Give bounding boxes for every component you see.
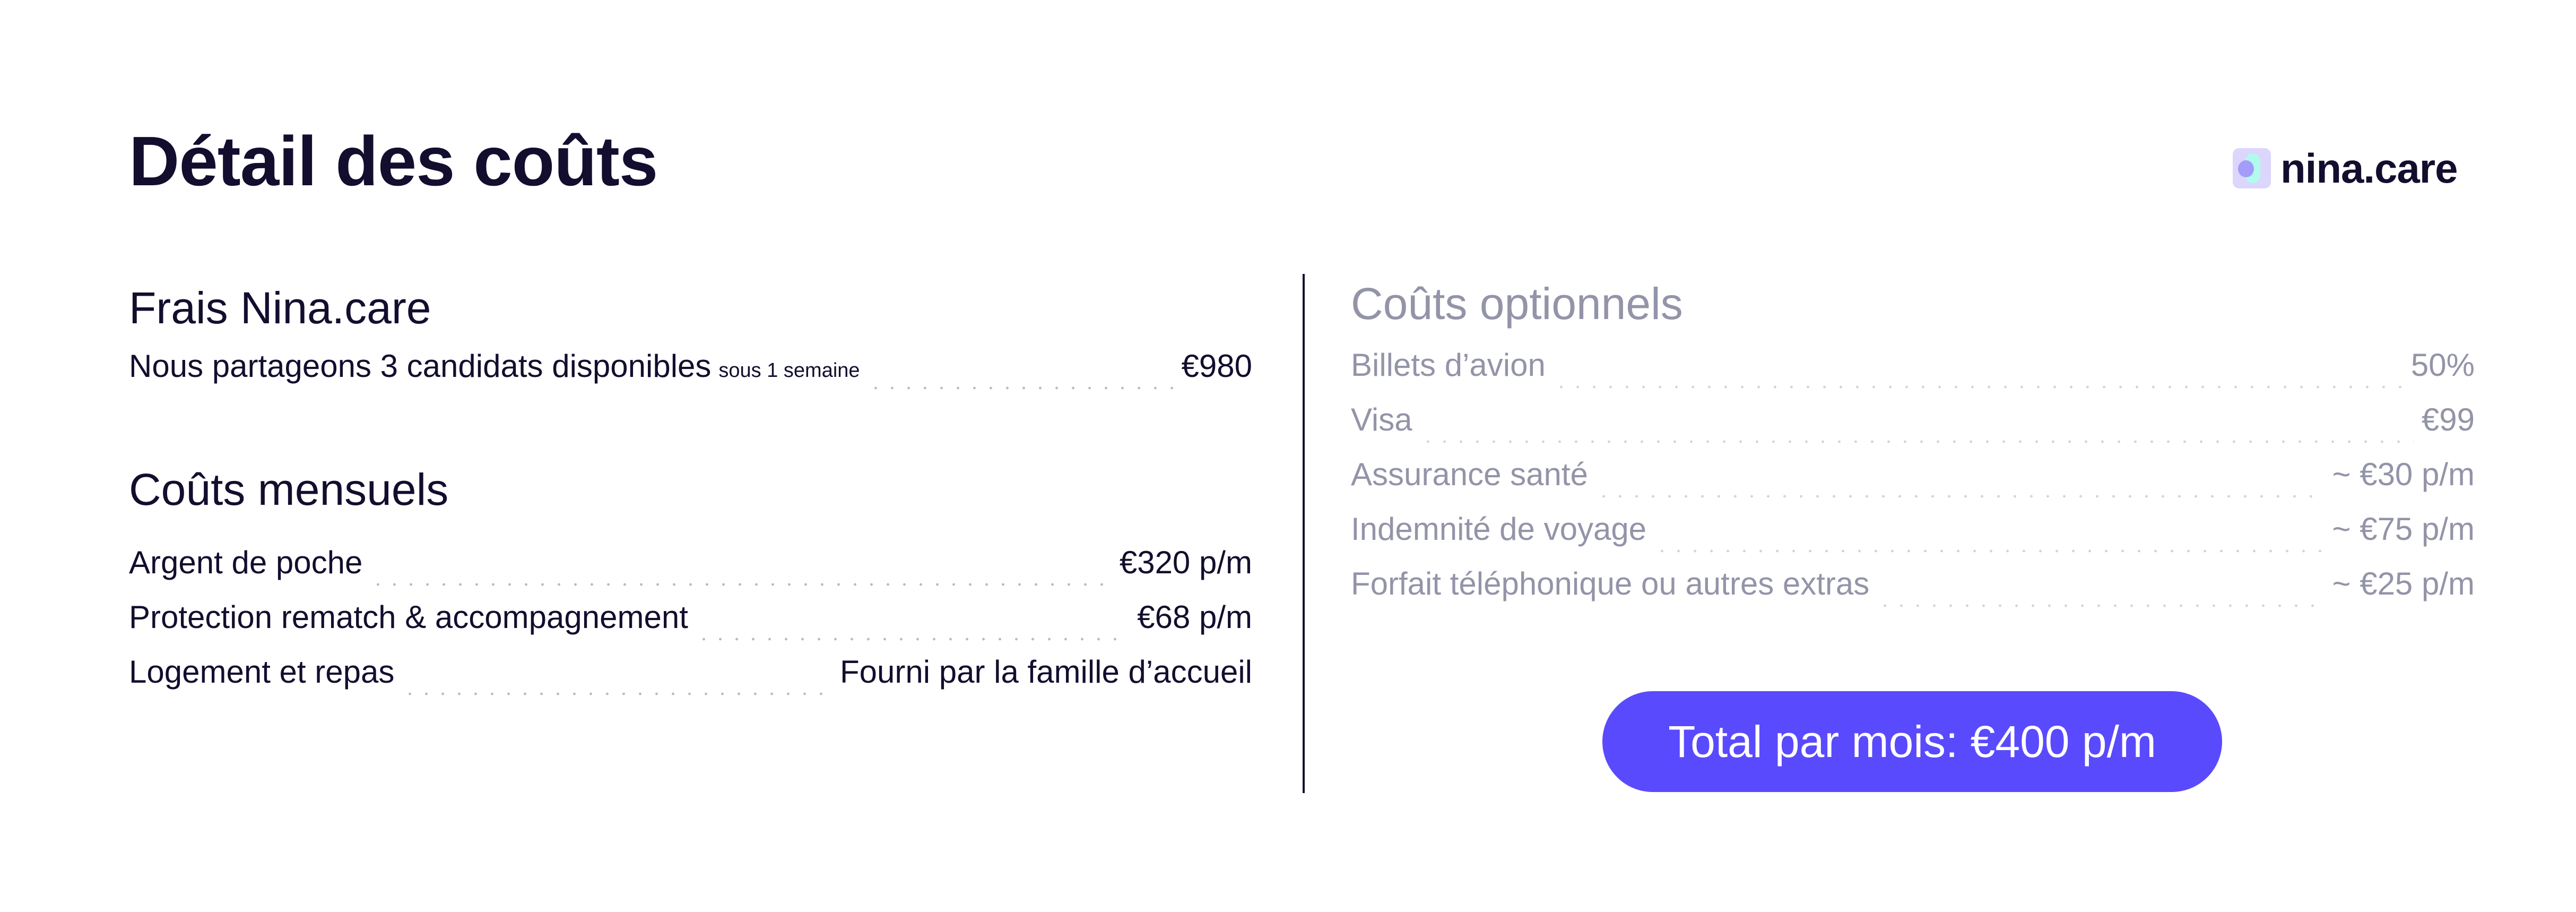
row-value: €68 p/m	[1137, 599, 1252, 635]
row-value: €99	[2421, 402, 2475, 437]
dot-leader	[1877, 604, 2325, 607]
dot-leader	[1595, 495, 2325, 498]
dot-leader	[867, 386, 1174, 390]
row-value: ~ €30 p/m	[2332, 457, 2475, 492]
optional-row: Forfait téléphonique ou autres extras ~ …	[1351, 566, 2475, 607]
row-value: ~ €75 p/m	[2332, 511, 2475, 547]
fee-note: sous 1 semaine	[718, 359, 860, 382]
row-value: 50%	[2410, 347, 2475, 383]
row-value: Fourni par la famille d’accueil	[839, 654, 1252, 690]
monthly-heading: Coûts mensuels	[129, 464, 449, 514]
monthly-row: Logement et repas Fourni par la famille …	[129, 654, 1252, 695]
optional-row: Indemnité de voyage ~ €75 p/m	[1351, 511, 2475, 553]
fee-row: Nous partageons 3 candidats disponibles …	[129, 348, 1252, 390]
dot-leader	[370, 583, 1112, 586]
row-label: Billets d’avion	[1351, 347, 1546, 383]
row-label: Forfait téléphonique ou autres extras	[1351, 566, 1870, 601]
fee-value: €980	[1181, 348, 1252, 384]
logo-text: nina.care	[2280, 145, 2458, 192]
row-label: Argent de poche	[129, 545, 363, 580]
row-label: Logement et repas	[129, 654, 395, 690]
optional-row: Billets d’avion 50%	[1351, 347, 2475, 389]
column-divider	[1303, 274, 1305, 793]
row-label: Indemnité de voyage	[1351, 511, 1647, 547]
row-label: Assurance santé	[1351, 457, 1588, 492]
monthly-row: Protection rematch & accompagnement €68 …	[129, 599, 1252, 641]
fees-heading: Frais Nina.care	[129, 283, 431, 333]
row-label: Visa	[1351, 402, 1412, 437]
nina-care-logo: nina.care	[2233, 148, 2458, 189]
optional-row: Visa €99	[1351, 402, 2475, 443]
row-value: ~ €25 p/m	[2332, 566, 2475, 601]
total-per-month-button[interactable]: Total par mois: €400 p/m	[1602, 691, 2222, 792]
page-title: Détail des coûts	[129, 122, 658, 200]
row-label: Protection rematch & accompagnement	[129, 599, 688, 635]
logo-mark-icon	[2233, 148, 2271, 188]
fee-label: Nous partageons 3 candidats disponibles	[129, 348, 712, 384]
monthly-row: Argent de poche €320 p/m	[129, 545, 1252, 586]
dot-leader	[1552, 385, 2404, 389]
row-value: €320 p/m	[1119, 545, 1252, 580]
dot-leader	[1419, 440, 2414, 443]
optional-heading: Coûts optionnels	[1351, 279, 1683, 329]
dot-leader	[1654, 549, 2325, 553]
dot-leader	[695, 638, 1130, 641]
dot-leader	[402, 692, 832, 695]
optional-row: Assurance santé ~ €30 p/m	[1351, 457, 2475, 498]
